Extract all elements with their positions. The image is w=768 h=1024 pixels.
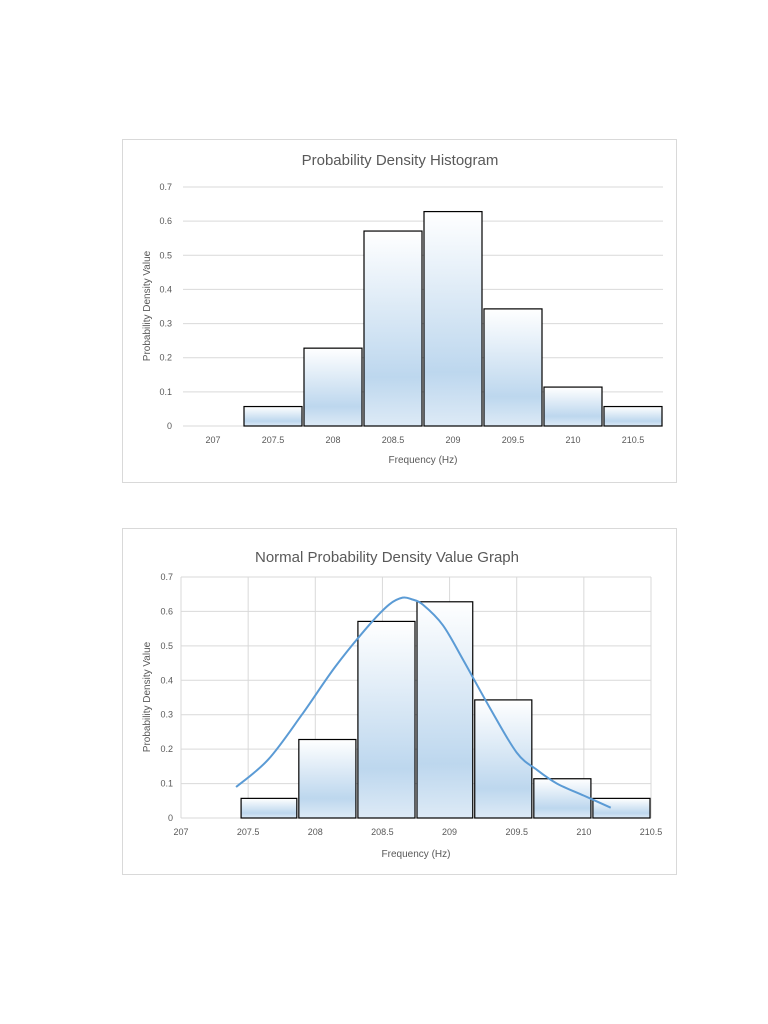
y-axis-title: Probability Density Value	[142, 641, 153, 752]
y-tick-label: 0	[168, 813, 173, 823]
x-tick-label: 210	[576, 827, 591, 837]
y-tick-label: 0.4	[160, 675, 173, 685]
histogram-chart: Probability Density Histogram Frequency …	[122, 139, 677, 483]
x-tick-label: 208.5	[382, 435, 405, 445]
normal-density-chart-svg: Normal Probability Density Value Graph F…	[142, 549, 663, 860]
histogram-bar	[303, 347, 363, 427]
y-tick-label: 0.2	[160, 744, 173, 754]
x-axis-title: Frequency (Hz)	[389, 455, 458, 466]
x-tick-label: 210.5	[622, 435, 645, 445]
y-tick-label: 0.5	[160, 641, 173, 651]
normal-density-curve	[235, 596, 612, 809]
histogram-bar	[298, 738, 357, 819]
histogram-bar	[533, 778, 592, 819]
histogram-bar	[240, 797, 298, 819]
y-tick-label: 0.6	[160, 606, 173, 616]
x-tick-label: 208.5	[371, 827, 394, 837]
x-tick-label: 207	[173, 827, 188, 837]
normal-density-chart: Normal Probability Density Value Graph F…	[122, 528, 677, 875]
histogram-bar	[423, 210, 483, 427]
histogram-bar	[416, 601, 474, 819]
x-tick-label: 209	[442, 827, 457, 837]
x-tick-label: 207	[205, 435, 220, 445]
y-tick-label: 0.2	[159, 353, 172, 363]
x-tick-label: 207.5	[262, 435, 285, 445]
y-tick-label: 0	[167, 421, 172, 431]
histogram-chart-svg: Probability Density Histogram Frequency …	[142, 152, 663, 466]
chart-title: Normal Probability Density Value Graph	[255, 549, 519, 566]
x-axis-title: Frequency (Hz)	[382, 849, 451, 860]
histogram-bar	[592, 797, 651, 819]
x-tick-label: 208	[325, 435, 340, 445]
y-axis-title: Probability Density Value	[142, 250, 153, 361]
y-tick-label: 0.5	[159, 250, 172, 260]
y-tick-label: 0.1	[160, 779, 173, 789]
histogram-bar	[363, 230, 423, 427]
x-tick-label: 207.5	[237, 827, 260, 837]
chart-title: Probability Density Histogram	[302, 152, 499, 169]
y-tick-label: 0.6	[159, 216, 172, 226]
x-tick-label: 209	[445, 435, 460, 445]
x-tick-label: 210	[565, 435, 580, 445]
histogram-bar	[543, 386, 603, 427]
y-tick-label: 0.3	[160, 710, 173, 720]
x-tick-label: 209.5	[502, 435, 525, 445]
x-tick-label: 208	[308, 827, 323, 837]
y-tick-label: 0.7	[160, 572, 173, 582]
y-tick-label: 0.1	[159, 387, 172, 397]
x-tick-label: 209.5	[505, 827, 528, 837]
histogram-bar	[603, 405, 663, 427]
histogram-bar	[243, 405, 303, 427]
y-tick-label: 0.7	[159, 182, 172, 192]
histogram-bar	[357, 620, 416, 819]
y-tick-label: 0.3	[159, 319, 172, 329]
histogram-bar	[483, 308, 543, 427]
y-tick-label: 0.4	[159, 284, 172, 294]
x-tick-label: 210.5	[640, 827, 663, 837]
